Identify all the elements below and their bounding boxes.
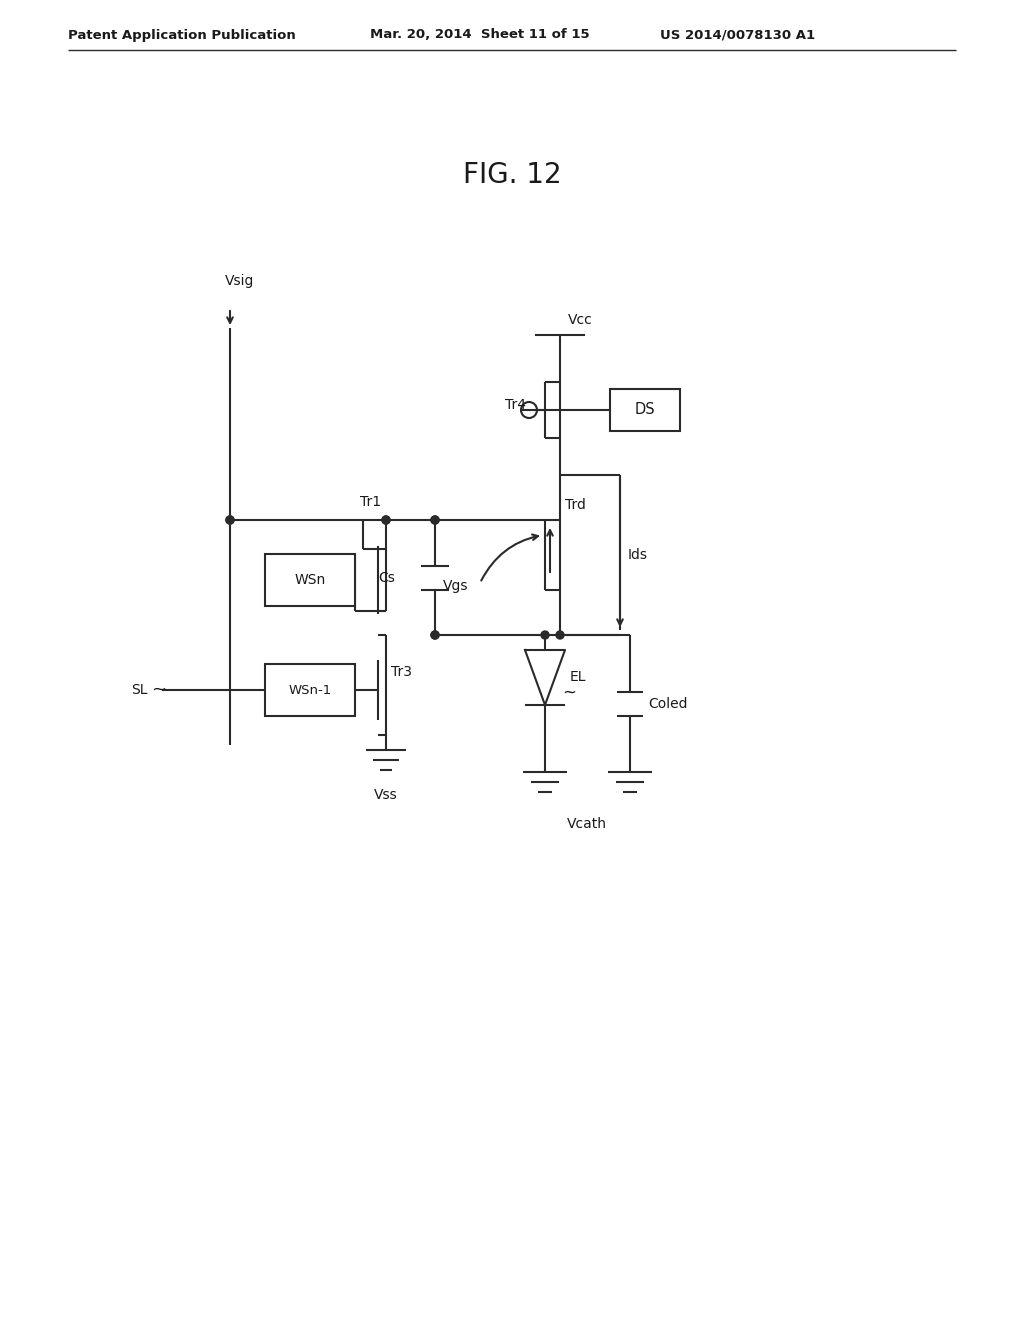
Circle shape bbox=[226, 516, 234, 524]
Text: Cs: Cs bbox=[378, 572, 395, 585]
Text: ~: ~ bbox=[562, 684, 575, 702]
Text: Tr4: Tr4 bbox=[505, 399, 526, 412]
Text: Trd: Trd bbox=[565, 498, 586, 512]
Text: Vss: Vss bbox=[374, 788, 398, 803]
Circle shape bbox=[556, 631, 564, 639]
Text: Vcc: Vcc bbox=[568, 313, 593, 327]
Text: Vgs: Vgs bbox=[443, 579, 469, 593]
Bar bbox=[265, 664, 355, 715]
Circle shape bbox=[382, 516, 390, 524]
Circle shape bbox=[226, 516, 234, 524]
Circle shape bbox=[431, 516, 439, 524]
Circle shape bbox=[431, 516, 439, 524]
Text: Coled: Coled bbox=[648, 697, 687, 711]
Text: ~: ~ bbox=[151, 681, 166, 700]
Text: DS: DS bbox=[635, 403, 655, 417]
Text: Vcath: Vcath bbox=[567, 817, 607, 832]
Bar bbox=[265, 554, 355, 606]
Text: FIG. 12: FIG. 12 bbox=[463, 161, 561, 189]
Circle shape bbox=[541, 631, 549, 639]
Text: US 2014/0078130 A1: US 2014/0078130 A1 bbox=[660, 29, 815, 41]
Text: SL: SL bbox=[131, 682, 148, 697]
Text: Mar. 20, 2014  Sheet 11 of 15: Mar. 20, 2014 Sheet 11 of 15 bbox=[370, 29, 590, 41]
Text: Tr3: Tr3 bbox=[391, 665, 412, 678]
Text: WSn-1: WSn-1 bbox=[289, 684, 332, 697]
Circle shape bbox=[431, 631, 439, 639]
Bar bbox=[610, 389, 680, 432]
Text: Patent Application Publication: Patent Application Publication bbox=[68, 29, 296, 41]
Text: Tr1: Tr1 bbox=[360, 495, 381, 510]
Circle shape bbox=[382, 516, 390, 524]
Circle shape bbox=[431, 631, 439, 639]
Text: Vsig: Vsig bbox=[225, 275, 254, 288]
Text: EL: EL bbox=[570, 671, 587, 684]
Text: Ids: Ids bbox=[628, 548, 648, 562]
Text: WSn: WSn bbox=[294, 573, 326, 587]
